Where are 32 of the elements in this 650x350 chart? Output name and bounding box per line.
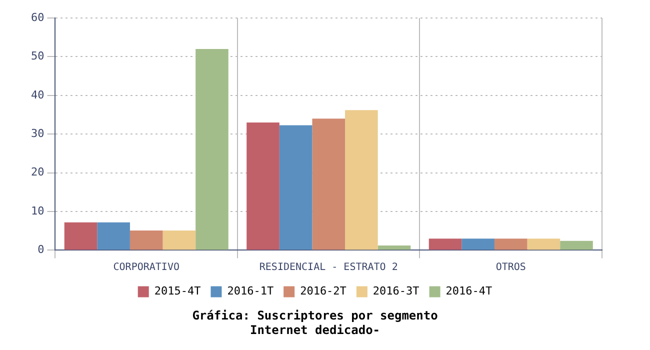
- bar: [64, 222, 98, 250]
- bar: [97, 222, 130, 250]
- y-tick-label: 30: [30, 126, 44, 140]
- bar: [462, 238, 494, 250]
- bar: [345, 110, 378, 250]
- bar: [494, 238, 528, 250]
- y-tick-label: 50: [30, 50, 44, 63]
- bar: [130, 230, 163, 250]
- bar: [560, 240, 593, 250]
- bar: [312, 118, 346, 250]
- bar: [162, 230, 196, 250]
- y-tick-label: 60: [30, 10, 44, 24]
- bar: [196, 48, 228, 250]
- bar: [428, 238, 462, 250]
- legend-label: 2015-4T: [154, 284, 202, 298]
- bar: [279, 125, 312, 250]
- text: Internet dedicado-: [250, 322, 380, 337]
- x-tick-label: CORPORATIVO: [113, 262, 180, 273]
- legend-label: 2016-4T: [446, 284, 493, 298]
- y-tick-label: 0: [38, 243, 44, 256]
- legend-label: 2016-3T: [372, 284, 420, 298]
- y-tick-label: 20: [30, 166, 44, 179]
- x-tick-label: OTROS: [496, 262, 526, 273]
- bar: [527, 238, 560, 250]
- legend-label: 2016-2T: [300, 284, 347, 298]
- y-tick-label: 40: [30, 88, 44, 102]
- bar: [246, 122, 280, 250]
- x-tick-label: RESIDENCIAL - ESTRATO 2: [259, 262, 398, 273]
- text: Gráfica: Suscriptores por segmento: [192, 308, 438, 323]
- y-tick-label: 10: [30, 204, 44, 218]
- legend-label: 2016-1T: [227, 284, 274, 298]
- bar: [378, 246, 411, 250]
